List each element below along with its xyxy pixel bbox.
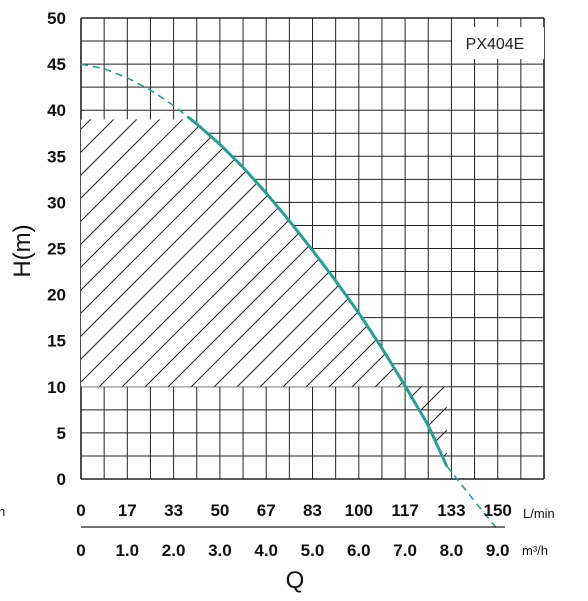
hatch-line bbox=[0, 80, 15, 480]
tick-labels: 0 5 10 15 20 25 30 35 40 45 50 0 17 33 50 67 83 100 117 133… bbox=[47, 9, 512, 560]
x-tick-label-m3h: 7.0 bbox=[393, 541, 417, 560]
x-tick-label-m3h: 8.0 bbox=[440, 541, 464, 560]
x-tick-label-m3h: 3.0 bbox=[208, 541, 232, 560]
hatch-line bbox=[304, 119, 447, 467]
hatch-line bbox=[81, 119, 85, 467]
x-tick-label-m3h: 1.0 bbox=[115, 541, 139, 560]
hatch-line bbox=[81, 119, 246, 467]
hatch-line bbox=[581, 80, 588, 480]
pump-curve bbox=[80, 63, 499, 531]
y-tick-label: 45 bbox=[47, 55, 66, 74]
x-tick-label-lmin: 117 bbox=[391, 501, 418, 520]
x-tick-label-m3h: 6.0 bbox=[347, 541, 371, 560]
x-tick-label-lmin: 150 bbox=[484, 501, 512, 520]
hatch-line bbox=[0, 80, 38, 480]
hatch-line bbox=[81, 119, 269, 467]
x-tick-label-lmin: 0 bbox=[76, 501, 85, 520]
grid bbox=[80, 17, 545, 480]
y-tick-label: 5 bbox=[57, 424, 66, 443]
hatch-line bbox=[81, 119, 223, 467]
left-edge-fragment: n bbox=[0, 504, 5, 519]
x-tick-label-m3h: 5.0 bbox=[301, 541, 325, 560]
y-axis-title: H(m) bbox=[9, 224, 36, 277]
hatch-line bbox=[419, 119, 447, 467]
m3h-unit-label: m³/h bbox=[522, 543, 548, 558]
hatch-line bbox=[373, 119, 447, 467]
y-tick-label: 35 bbox=[47, 147, 66, 166]
model-label-box bbox=[452, 27, 544, 59]
operating-region-hatch bbox=[0, 80, 588, 480]
hatch-line bbox=[466, 80, 588, 480]
curve-dashed-start bbox=[80, 63, 189, 118]
x-tick-label-lmin: 67 bbox=[257, 501, 276, 520]
x-tick-label-m3h: 9.0 bbox=[486, 541, 510, 560]
y-tick-label: 0 bbox=[57, 470, 66, 489]
x-tick-label-m3h: 2.0 bbox=[162, 541, 186, 560]
y-tick-label: 15 bbox=[47, 332, 66, 351]
model-label: PX404E bbox=[466, 36, 525, 53]
y-tick-label: 25 bbox=[47, 240, 66, 259]
hatch-line bbox=[81, 119, 200, 467]
x-tick-label-lmin: 33 bbox=[164, 501, 183, 520]
y-tick-label: 40 bbox=[47, 101, 66, 120]
curve-solid bbox=[186, 115, 449, 467]
hatch-line bbox=[327, 119, 447, 467]
x-tick-label-lmin: 133 bbox=[437, 501, 465, 520]
x-tick-label-m3h: 4.0 bbox=[254, 541, 278, 560]
curve-dashed-end bbox=[446, 465, 499, 531]
lmin-unit-label: L/min bbox=[523, 506, 555, 521]
x-tick-label-lmin: 83 bbox=[303, 501, 322, 520]
hatch-line bbox=[558, 80, 588, 480]
x-tick-label-lmin: 50 bbox=[210, 501, 229, 520]
x-tick-label-lmin: 17 bbox=[118, 501, 137, 520]
hatch-line bbox=[442, 119, 447, 467]
hatch-line bbox=[81, 119, 177, 467]
hatch-line bbox=[489, 80, 588, 480]
y-tick-label: 30 bbox=[47, 193, 66, 212]
y-tick-label: 50 bbox=[47, 9, 66, 28]
x-tick-label-m3h: 0 bbox=[76, 541, 85, 560]
hatch-line bbox=[535, 80, 588, 480]
y-tick-label: 10 bbox=[47, 378, 66, 397]
x-axis-title: Q bbox=[286, 567, 305, 594]
hatch-line bbox=[0, 80, 61, 480]
hatch-line bbox=[512, 80, 588, 480]
hatch-line bbox=[81, 119, 154, 467]
y-tick-label: 20 bbox=[47, 286, 66, 305]
x-tick-label-lmin: 100 bbox=[345, 501, 373, 520]
hatch-background bbox=[81, 119, 447, 387]
hatch-line bbox=[350, 119, 447, 467]
